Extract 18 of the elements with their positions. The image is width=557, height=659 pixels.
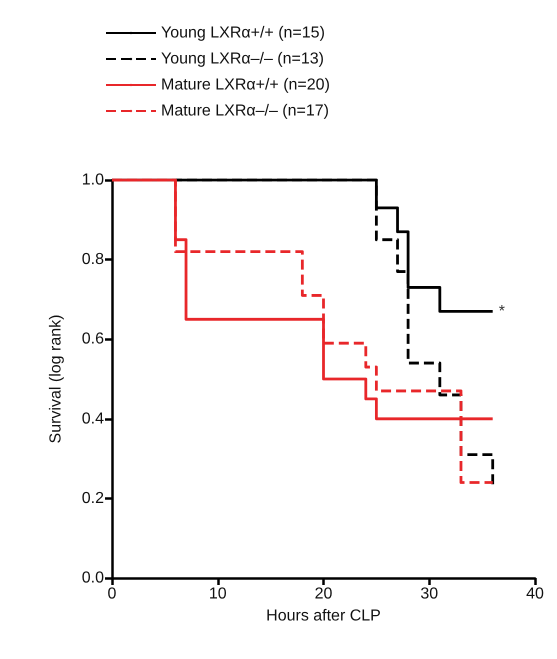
x-tick-label: 20 (314, 586, 332, 602)
x-tick-label: 30 (420, 586, 438, 602)
x-tick-label: 10 (208, 586, 227, 602)
legend-label: Mature LXRα+/+ (n=20) (161, 76, 330, 94)
legend-label: Mature LXRα–/– (n=17) (161, 102, 329, 120)
x-axis-title: Hours after CLP (266, 608, 381, 624)
y-tick-label: 1.0 (82, 172, 104, 188)
y-tick-label: 0.6 (82, 330, 104, 348)
y-tick-label: 0.8 (82, 251, 104, 268)
legend-label: Young LXRα+/+ (n=15) (161, 24, 325, 42)
y-axis-title: Survival (log rank) (48, 314, 64, 444)
legend-label: Young LXRα–/– (n=13) (161, 50, 324, 68)
annotation: * (498, 302, 505, 320)
y-tick-label: 0.2 (82, 490, 104, 507)
y-tick-label: 0.4 (82, 410, 104, 428)
y-tick-label: 0.0 (82, 570, 104, 586)
x-tick-label: 40 (526, 586, 544, 602)
x-tick-label: 0 (108, 586, 117, 602)
